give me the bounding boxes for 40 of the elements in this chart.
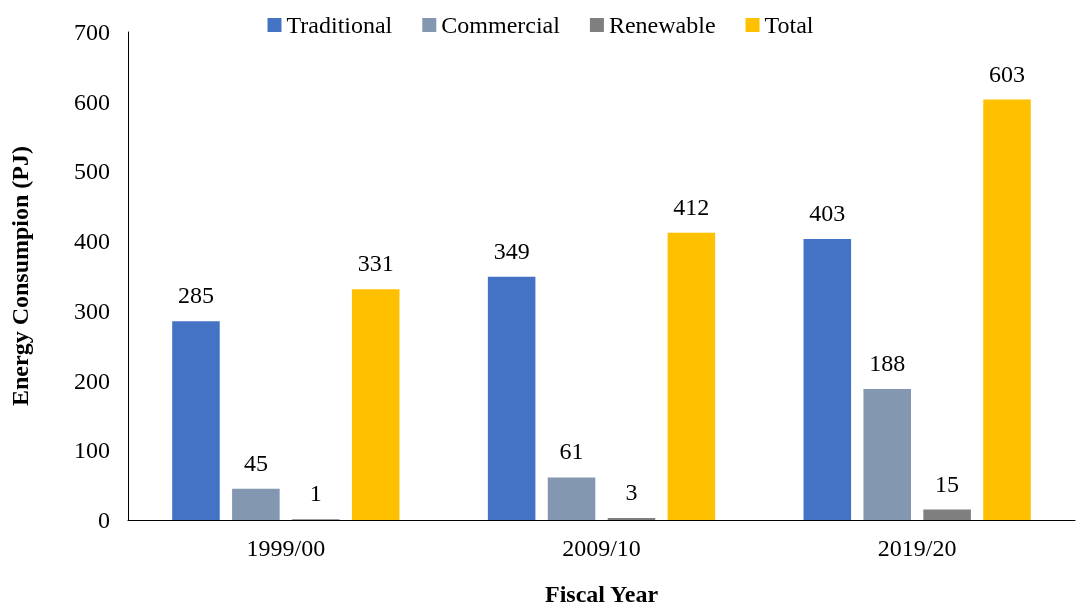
data-label: 15 bbox=[935, 470, 960, 497]
y-tick-label: 700 bbox=[74, 19, 110, 45]
data-label: 331 bbox=[357, 250, 394, 277]
data-label: 1 bbox=[309, 480, 322, 507]
legend-label: Traditional bbox=[286, 12, 393, 38]
x-tick-label: 1999/00 bbox=[246, 535, 326, 561]
y-tick-label: 500 bbox=[74, 158, 110, 185]
bar bbox=[232, 488, 280, 520]
data-label: 61 bbox=[559, 438, 584, 465]
data-label: 403 bbox=[809, 200, 846, 227]
x-tick-label: 2009/10 bbox=[562, 535, 641, 561]
data-label: 188 bbox=[869, 349, 906, 376]
y-tick-label: 600 bbox=[74, 88, 110, 115]
y-tick-label: 200 bbox=[74, 367, 110, 394]
bar bbox=[803, 239, 852, 520]
x-tick-label: 2019/20 bbox=[877, 535, 957, 561]
data-label: 285 bbox=[177, 282, 214, 309]
y-tick-label: 0 bbox=[98, 507, 110, 533]
legend-label: Total bbox=[764, 12, 814, 38]
y-tick-label: 300 bbox=[74, 297, 110, 324]
bar bbox=[863, 388, 911, 520]
y-tick-label: 100 bbox=[74, 437, 110, 464]
y-axis-title: Energy Consumpion (PJ) bbox=[7, 145, 33, 407]
x-axis-title: Fiscal Year bbox=[544, 581, 659, 607]
bar bbox=[172, 321, 220, 520]
data-label: 45 bbox=[243, 449, 268, 476]
bar bbox=[487, 276, 536, 520]
data-label: 412 bbox=[673, 193, 710, 220]
bar bbox=[923, 509, 971, 520]
legend-label: Renewable bbox=[608, 12, 716, 38]
legend-label: Commercial bbox=[441, 12, 561, 38]
bar bbox=[351, 289, 400, 520]
bar bbox=[607, 517, 656, 520]
bar bbox=[547, 477, 596, 520]
bar bbox=[667, 232, 716, 520]
bar bbox=[983, 99, 1031, 520]
data-label: 349 bbox=[493, 237, 530, 264]
data-label: 603 bbox=[989, 60, 1026, 87]
data-label: 3 bbox=[625, 478, 638, 505]
y-tick-label: 400 bbox=[74, 228, 110, 255]
